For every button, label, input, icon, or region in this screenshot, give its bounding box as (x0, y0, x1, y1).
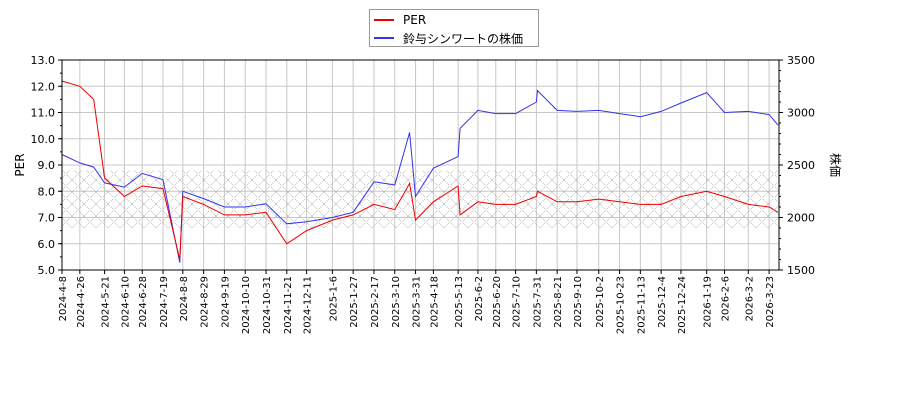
svg-text:2026-3-2: 2026-3-2 (744, 276, 755, 321)
svg-text:10.0: 10.0 (31, 133, 56, 146)
svg-text:2025-1-27: 2025-1-27 (349, 276, 360, 328)
svg-text:2025-10-23: 2025-10-23 (616, 276, 627, 334)
svg-text:2025-2-17: 2025-2-17 (370, 276, 381, 328)
left-axis-label: PER (13, 153, 27, 176)
svg-text:6.0: 6.0 (38, 238, 56, 251)
svg-text:2025-1-6: 2025-1-6 (328, 276, 339, 321)
svg-text:2025-3-31: 2025-3-31 (412, 276, 423, 328)
svg-text:2025-5-13: 2025-5-13 (454, 276, 465, 328)
svg-text:5.0: 5.0 (38, 264, 56, 277)
svg-text:2024-9-19: 2024-9-19 (220, 276, 231, 328)
svg-text:8.0: 8.0 (38, 185, 56, 198)
svg-text:2025-12-4: 2025-12-4 (657, 276, 668, 328)
svg-text:1500: 1500 (787, 264, 815, 277)
data-lines (61, 80, 779, 263)
svg-text:2026-2-6: 2026-2-6 (721, 276, 732, 321)
svg-text:2025-6-20: 2025-6-20 (492, 276, 503, 328)
grid-lines (61, 59, 779, 271)
svg-text:12.0: 12.0 (31, 80, 56, 93)
svg-text:2024-5-21: 2024-5-21 (101, 276, 112, 328)
svg-text:9.0: 9.0 (38, 159, 56, 172)
svg-text:2024-11-21: 2024-11-21 (283, 276, 294, 334)
per-line-swatch (374, 19, 394, 21)
right-axis-label: 株価 (828, 153, 843, 177)
reference-band (62, 170, 779, 228)
svg-text:2025-8-21: 2025-8-21 (553, 276, 564, 328)
svg-text:2024-8-29: 2024-8-29 (200, 276, 211, 328)
legend-item-price: 鈴与シンワートの株価 (374, 30, 523, 46)
svg-text:2024-10-31: 2024-10-31 (262, 276, 273, 334)
svg-text:2024-12-11: 2024-12-11 (303, 276, 314, 334)
svg-text:2025-3-10: 2025-3-10 (391, 276, 402, 328)
right-axis: 1500 2000 2500 3000 3500 (779, 54, 815, 277)
svg-text:2025-12-24: 2025-12-24 (677, 276, 688, 334)
svg-text:2025-6-2: 2025-6-2 (474, 276, 485, 321)
svg-text:2026-3-23: 2026-3-23 (765, 276, 776, 328)
svg-text:2000: 2000 (787, 212, 815, 225)
svg-text:2024-8-8: 2024-8-8 (179, 276, 190, 321)
svg-text:2025-4-18: 2025-4-18 (429, 276, 440, 328)
svg-text:2024-4-26: 2024-4-26 (76, 276, 87, 328)
svg-text:2025-10-2: 2025-10-2 (595, 276, 606, 328)
svg-text:2025-9-10: 2025-9-10 (573, 276, 584, 328)
legend: PER 鈴与シンワートの株価 (369, 9, 539, 47)
price-line-swatch (374, 37, 394, 39)
svg-text:2500: 2500 (787, 159, 815, 172)
svg-text:7.0: 7.0 (38, 212, 56, 225)
svg-text:3000: 3000 (787, 107, 815, 120)
svg-text:2024-7-19: 2024-7-19 (159, 276, 170, 328)
left-axis: 5.0 6.0 7.0 8.0 9.0 10.0 11.0 12.0 13.0 (31, 54, 62, 277)
legend-label-per: PER (403, 13, 427, 27)
svg-text:2024-6-28: 2024-6-28 (138, 276, 149, 328)
svg-text:2025-7-10: 2025-7-10 (512, 276, 523, 328)
svg-text:2024-10-10: 2024-10-10 (241, 276, 252, 334)
legend-item-per: PER (374, 12, 426, 28)
svg-text:13.0: 13.0 (31, 54, 56, 67)
svg-text:2025-11-13: 2025-11-13 (636, 276, 647, 334)
legend-label-price: 鈴与シンワートの株価 (403, 31, 524, 46)
svg-text:2024-6-10: 2024-6-10 (120, 276, 131, 328)
svg-text:2026-1-19: 2026-1-19 (703, 276, 714, 328)
x-axis: 2024-4-8 2024-4-26 2024-5-21 2024-6-10 2024-… (58, 270, 776, 334)
svg-text:2025-7-31: 2025-7-31 (532, 276, 543, 328)
per-line (61, 80, 779, 260)
svg-text:11.0: 11.0 (31, 107, 56, 120)
svg-text:2024-4-8: 2024-4-8 (58, 276, 69, 321)
svg-text:3500: 3500 (787, 54, 815, 67)
